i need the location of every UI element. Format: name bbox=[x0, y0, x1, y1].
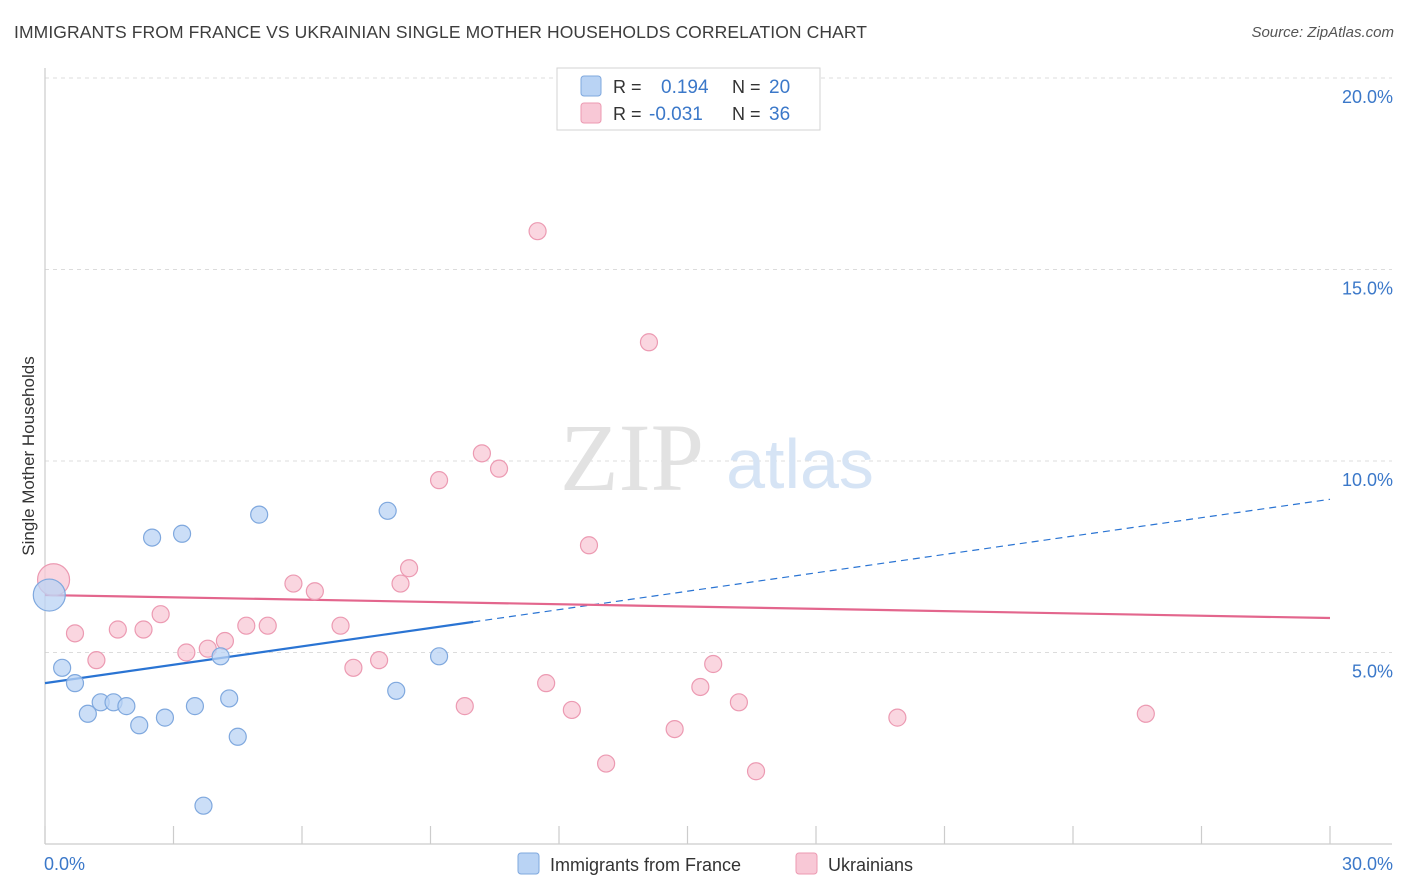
blue-point bbox=[32, 578, 66, 612]
blue-point bbox=[387, 681, 406, 700]
pink-point bbox=[108, 620, 127, 639]
stats-pink-r-value: -0.031 bbox=[649, 104, 703, 125]
watermark-zip: ZIP bbox=[560, 404, 704, 511]
blue-point bbox=[53, 658, 72, 677]
source-label: Source: ZipAtlas.com bbox=[1251, 24, 1394, 41]
trend-lines bbox=[44, 498, 1331, 685]
blue-point bbox=[142, 528, 162, 547]
pink-point bbox=[597, 754, 616, 773]
pink-point bbox=[729, 693, 749, 712]
pink-point bbox=[134, 620, 153, 639]
stats-pink-r-label: R = bbox=[613, 104, 642, 124]
blue-point bbox=[65, 674, 85, 693]
pink-point bbox=[65, 624, 85, 643]
pink-point bbox=[579, 536, 599, 555]
pink-point bbox=[177, 643, 196, 662]
pink-trend-line bbox=[44, 593, 1331, 620]
pink-point bbox=[537, 674, 556, 693]
pink-point bbox=[639, 333, 659, 352]
pink-point bbox=[284, 574, 303, 593]
x-tick-label: 0.0% bbox=[44, 854, 85, 874]
pink-point bbox=[472, 444, 491, 463]
blue-point bbox=[117, 697, 136, 716]
watermark-atlas: atlas bbox=[726, 425, 874, 503]
y-tick-label: 10.0% bbox=[1342, 470, 1393, 490]
blue-point bbox=[78, 704, 97, 723]
pink-point bbox=[746, 762, 766, 781]
pink-point bbox=[331, 616, 350, 635]
axes bbox=[44, 68, 1392, 845]
pink-point bbox=[665, 719, 684, 739]
blue-point bbox=[250, 505, 269, 524]
y-tick-label: 5.0% bbox=[1352, 662, 1393, 682]
stats-legend: R = 0.194 N = 20 R = -0.031 N = 36 bbox=[556, 67, 821, 131]
data-points bbox=[32, 84, 1155, 815]
pink-point bbox=[528, 222, 547, 241]
pink-point bbox=[391, 574, 410, 593]
pink-point bbox=[704, 654, 723, 674]
tick-labels: 5.0% 10.0% 15.0% 20.0% 0.0% 30.0% bbox=[44, 87, 1393, 874]
y-tick-label: 20.0% bbox=[1342, 87, 1393, 107]
stats-blue-r-value: 0.194 bbox=[661, 77, 709, 98]
pink-point bbox=[215, 631, 234, 651]
pink-point bbox=[87, 651, 106, 670]
blue-point bbox=[429, 647, 449, 666]
blue-point bbox=[155, 708, 175, 727]
stats-pink-swatch bbox=[580, 102, 602, 124]
blue-point bbox=[130, 716, 149, 735]
pink-point bbox=[399, 559, 419, 578]
pink-point bbox=[305, 582, 324, 601]
blue-point bbox=[228, 727, 247, 746]
pink-point bbox=[888, 708, 907, 727]
pink-point bbox=[562, 700, 581, 720]
blue-point bbox=[194, 796, 213, 815]
pink-point bbox=[370, 651, 389, 670]
blue-point bbox=[378, 501, 397, 520]
stats-pink-n-value: 36 bbox=[769, 104, 790, 125]
legend-pink-swatch bbox=[795, 852, 818, 875]
pink-point bbox=[455, 697, 474, 716]
legend-blue-swatch bbox=[517, 852, 540, 875]
y-tick-label: 15.0% bbox=[1342, 279, 1393, 299]
blue-point bbox=[185, 697, 205, 716]
pink-point bbox=[151, 605, 170, 624]
pink-point bbox=[429, 471, 449, 490]
grid-lines bbox=[45, 77, 1392, 653]
stats-blue-n-value: 20 bbox=[769, 77, 790, 98]
series-legend: Immigrants from France Ukrainians bbox=[517, 852, 913, 875]
pink-point bbox=[237, 616, 256, 635]
pink-point bbox=[1136, 704, 1155, 723]
legend-pink-label: Ukrainians bbox=[828, 855, 913, 875]
blue-trend-extension bbox=[473, 498, 1331, 623]
pink-point bbox=[344, 658, 363, 677]
chart-title: IMMIGRANTS FROM FRANCE VS UKRAINIAN SING… bbox=[14, 22, 868, 42]
y-axis-label: Single Mother Households bbox=[19, 356, 38, 555]
stats-pink-n-label: N = bbox=[732, 104, 761, 124]
blue-point bbox=[220, 689, 239, 708]
blue-point bbox=[172, 524, 192, 543]
pink-point bbox=[258, 616, 277, 635]
watermark: ZIP atlas bbox=[560, 404, 874, 511]
blue-point bbox=[211, 647, 230, 666]
pink-point bbox=[489, 459, 509, 478]
stats-blue-swatch bbox=[580, 75, 602, 97]
stats-blue-n-label: N = bbox=[732, 77, 761, 97]
stats-blue-r-label: R = bbox=[613, 77, 642, 97]
legend-blue-label: Immigrants from France bbox=[550, 855, 741, 875]
x-tick-label: 30.0% bbox=[1342, 854, 1393, 874]
blue-trend-line bbox=[44, 620, 474, 685]
pink-point bbox=[691, 677, 710, 697]
